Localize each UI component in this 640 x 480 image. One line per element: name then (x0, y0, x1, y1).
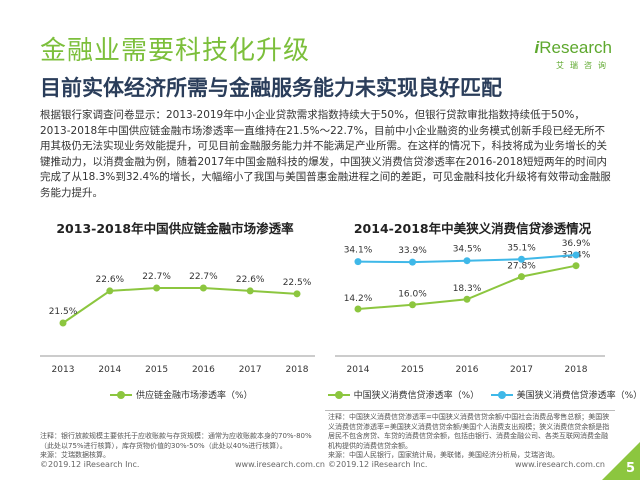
right-chart-note: 注释：中国狭义消费信贷渗透率=中国狭义消费信贷余额/中国社会消费品零售总额；美国… (328, 413, 610, 459)
series-line-0 (62, 287, 298, 324)
x-tick-label: 2016 (192, 365, 215, 375)
legend-label-china: 中国狭义消费信贷渗透率（%） (353, 391, 480, 401)
data-label: 22.7% (189, 272, 218, 282)
data-point (246, 287, 254, 295)
data-point (153, 284, 161, 292)
data-label: 14.2% (344, 294, 373, 304)
data-point (409, 258, 416, 266)
logo-wordmark: iResearch (535, 38, 613, 58)
x-tick-label: 2017 (239, 365, 262, 375)
data-point (518, 255, 525, 263)
x-tick-label: 2014 (347, 365, 370, 375)
data-point (293, 290, 301, 298)
data-label: 21.5% (49, 307, 78, 317)
data-label: 36.9% (562, 239, 591, 249)
left-chart: 2013 2014 2015 2016 2017 2018 21.5% 22.6% 22.7% 2… (40, 272, 315, 375)
x-tick-label: 2018 (286, 365, 309, 375)
legend-label-us: 美国狭义消费信贷渗透率（%） (516, 391, 640, 401)
x-tick-label: 2017 (510, 365, 533, 375)
footer-copyright-left: ©2019.12 iResearch Inc. (40, 460, 140, 469)
data-label: 34.5% (453, 245, 482, 255)
data-label: 22.6% (96, 275, 125, 285)
x-tick-label: 2014 (98, 365, 121, 375)
right-chart-title: 2014-2018年中美狭义消费信贷渗透情况 (353, 221, 592, 236)
logo-subtitle: 艾瑞咨询 (556, 61, 612, 70)
data-label: 27.8% (507, 262, 536, 272)
data-label: 35.1% (507, 243, 536, 253)
left-chart-note: 注释：银行放款规模主要依托于应收账款与存货规模：通常为应收账款本身的70%-80… (40, 432, 312, 459)
page-subtitle: 目前实体经济所需与金融服务能力未实现良好匹配 (40, 76, 502, 100)
data-point (463, 257, 471, 265)
x-tick-label: 2015 (401, 365, 424, 375)
iresearch-logo: iResearch 艾瑞咨询 (535, 38, 613, 71)
page-corner (602, 442, 640, 480)
left-chart-title: 2013-2018年中国供应链金融市场渗透率 (56, 221, 294, 236)
data-point (199, 284, 207, 292)
body-paragraph: 根据银行家调查问卷显示：2013-2019年中小企业贷款需求指数持续大于50%，… (40, 109, 611, 199)
data-label: 22.6% (236, 275, 265, 285)
data-point (59, 319, 67, 327)
data-point (572, 262, 580, 270)
data-label: 18.3% (453, 284, 482, 294)
data-point (463, 295, 471, 303)
data-label: 22.5% (283, 278, 312, 288)
legend-marker-supply-chain (110, 390, 132, 400)
notes-divider (325, 410, 615, 411)
data-label: 34.1% (344, 246, 373, 256)
x-tick-label: 2016 (456, 365, 479, 375)
left-chart-legend: 供应链金融市场渗透率（%） (110, 388, 253, 401)
footer-url-right: www.iresearch.com.cn (515, 460, 605, 469)
data-label: 22.7% (142, 272, 171, 282)
data-point (106, 287, 114, 295)
data-point (409, 301, 416, 309)
data-point (354, 305, 362, 313)
data-point (572, 251, 580, 259)
legend-label-supply-chain: 供应链金融市场渗透率（%） (136, 391, 253, 401)
data-point (518, 273, 525, 281)
right-chart-legend: 中国狭义消费信贷渗透率（%） 美国狭义消费信贷渗透率（%） (328, 388, 640, 401)
logo-word: Research (539, 38, 612, 57)
page-title: 金融业需要科技化升级 (40, 36, 311, 66)
x-tick-label: 2015 (145, 365, 168, 375)
legend-marker-china (328, 390, 350, 400)
x-tick-label: 2013 (52, 365, 75, 375)
footer-copyright-right: ©2019.12 iResearch Inc. (328, 460, 428, 469)
data-label: 16.0% (398, 290, 427, 300)
page-number: 5 (625, 461, 635, 476)
right-chart: 2014 2015 2016 2017 2018 14.2% 16.0% 18.3% 27.8%… (335, 239, 605, 375)
footer-url-left: www.iresearch.com.cn (235, 460, 325, 469)
data-point (354, 258, 362, 266)
legend-marker-us (491, 390, 513, 400)
x-tick-label: 2018 (565, 365, 588, 375)
data-label: 33.9% (398, 246, 427, 256)
logo-prefix: i (534, 38, 540, 57)
